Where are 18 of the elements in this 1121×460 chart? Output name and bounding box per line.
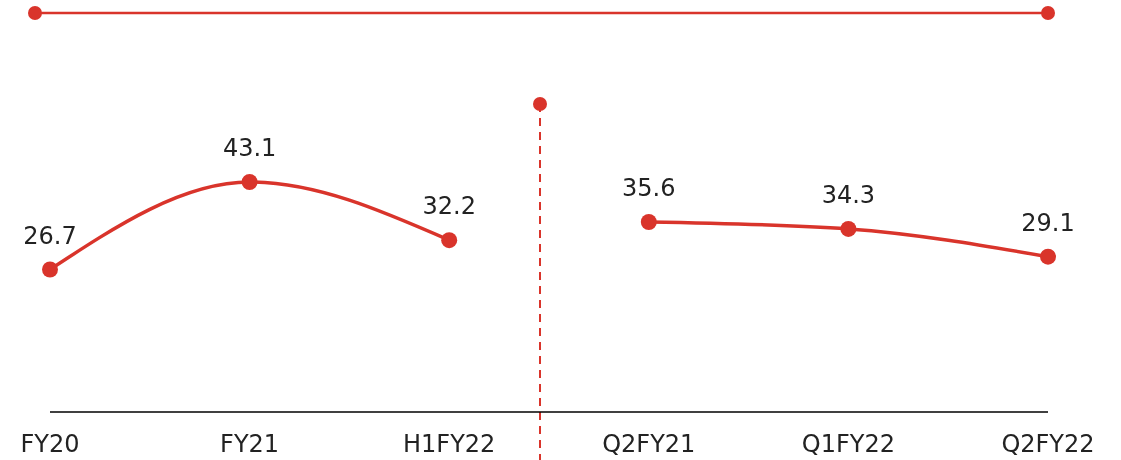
point <box>1040 248 1056 265</box>
data-label: 43.1 <box>222 134 277 162</box>
data-label: 32.2 <box>422 192 476 221</box>
data-label: 26.7 <box>23 221 77 250</box>
data-label: 34.3 <box>821 180 876 209</box>
x-tick-label: H1FY22 <box>403 430 496 458</box>
point <box>42 261 58 278</box>
data-label: 35.6 <box>622 174 676 203</box>
point <box>640 214 657 231</box>
data-label: 29.1 <box>1021 208 1075 237</box>
point <box>840 220 857 237</box>
point <box>441 232 458 249</box>
x-tick-label: Q1FY22 <box>801 430 895 458</box>
x-tick-label: FY20 <box>20 430 80 458</box>
x-tick-label: Q2FY22 <box>1001 430 1095 458</box>
point <box>241 174 258 190</box>
x-tick-label: Q2FY21 <box>602 430 696 458</box>
x-tick-label: FY21 <box>220 430 280 458</box>
